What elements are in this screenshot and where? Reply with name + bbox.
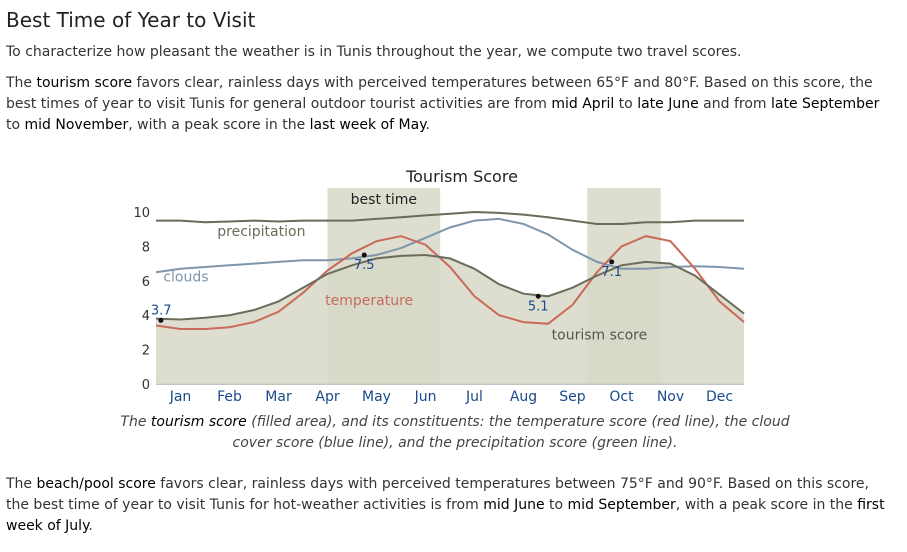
y-tick-label-10: 10: [133, 206, 150, 221]
tourism-score-line: [155, 253, 745, 321]
x-tick-label-jun: Jun: [414, 389, 437, 405]
tourism-score-label: tourism score: [552, 327, 648, 343]
intro-paragraph: To characterize how pleasant the weather…: [6, 44, 742, 60]
precipitation-label: precipitation: [217, 224, 305, 240]
point-label-3: 5.1: [528, 299, 549, 314]
precipitation-line: [156, 210, 744, 225]
point-label-2: 7.5: [354, 258, 375, 273]
point-marker-4: [609, 259, 615, 265]
point-marker-3: [535, 293, 541, 299]
tourism-score-area: [156, 255, 744, 384]
beach-paragraph: The beach/pool score favors clear, rainl…: [6, 476, 885, 534]
chart-title: Tourism Score: [405, 167, 518, 186]
page-title: Best Time of Year to Visit: [6, 8, 256, 32]
y-tick-label-4: 4: [142, 309, 150, 324]
x-tick-label-jan: Jan: [169, 389, 192, 405]
clouds-label: clouds: [163, 270, 208, 286]
temperature-label: temperature: [325, 293, 413, 309]
tourism-paragraph: The tourism score favors clear, rainless…: [6, 75, 880, 133]
tourism-score-svg: 0 2 4 6 8 10 Jan Feb Mar Apr May Jun Jul Aug Sep Oct Nov…: [133, 167, 745, 405]
x-tick-label-may: May: [362, 389, 391, 405]
x-tick-label-mar: Mar: [265, 389, 292, 405]
point-marker-1: [158, 317, 164, 323]
point-marker-2: [361, 252, 367, 258]
x-tick-label-apr: Apr: [315, 389, 339, 405]
x-tick-label-oct: Oct: [609, 389, 634, 405]
y-tick-label-6: 6: [142, 275, 150, 290]
x-tick-label-feb: Feb: [217, 389, 242, 405]
chart-caption: The tourism score (filled area), and its…: [120, 414, 790, 451]
x-tick-label-aug: Aug: [510, 389, 537, 405]
point-label-1: 3.7: [151, 303, 172, 318]
y-tick-label-0: 0: [142, 378, 150, 393]
best-time-label: best time: [351, 192, 417, 208]
y-tick-label-8: 8: [142, 240, 150, 255]
x-tick-label-dec: Dec: [706, 389, 733, 405]
x-tick-label-sep: Sep: [559, 389, 586, 405]
point-label-4: 7.1: [601, 265, 622, 280]
clouds-line: [155, 217, 745, 274]
temperature-line: [155, 235, 745, 330]
tourism-score-chart: 0 2 4 6 8 10 Jan Feb Mar Apr May Jun Jul Aug Sep Oct Nov…: [120, 160, 780, 410]
x-tick-label-jul: Jul: [465, 389, 483, 405]
y-tick-label-2: 2: [142, 344, 150, 359]
x-tick-label-nov: Nov: [657, 389, 684, 405]
